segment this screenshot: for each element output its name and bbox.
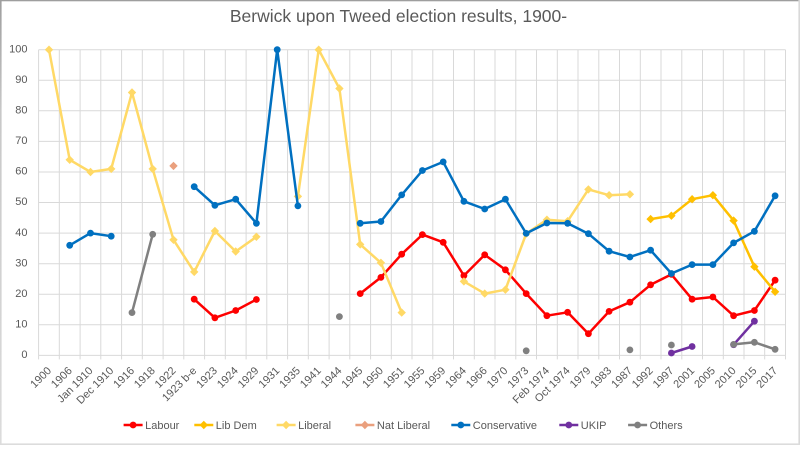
- svg-text:Conservative: Conservative: [473, 420, 537, 432]
- svg-text:Liberal: Liberal: [298, 420, 331, 432]
- svg-text:20: 20: [15, 288, 27, 300]
- svg-text:90: 90: [15, 74, 27, 86]
- svg-text:40: 40: [15, 227, 27, 239]
- svg-text:60: 60: [15, 166, 27, 178]
- svg-text:50: 50: [15, 196, 27, 208]
- svg-text:Lib Dem: Lib Dem: [216, 420, 257, 432]
- svg-text:Labour: Labour: [145, 420, 180, 432]
- svg-text:Others: Others: [650, 420, 684, 432]
- svg-text:0: 0: [21, 349, 27, 361]
- svg-text:Berwick upon Tweed election re: Berwick upon Tweed election results, 190…: [230, 6, 567, 26]
- svg-text:100: 100: [9, 43, 27, 55]
- svg-text:Nat Liberal: Nat Liberal: [377, 420, 430, 432]
- svg-text:UKIP: UKIP: [581, 420, 607, 432]
- svg-text:70: 70: [15, 135, 27, 147]
- svg-text:80: 80: [15, 105, 27, 117]
- svg-text:30: 30: [15, 257, 27, 269]
- svg-text:10: 10: [15, 319, 27, 331]
